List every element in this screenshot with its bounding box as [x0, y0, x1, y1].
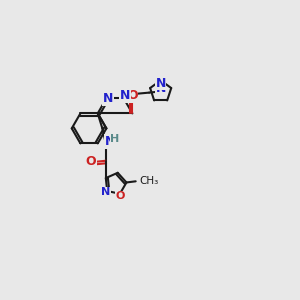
- Text: N: N: [105, 135, 115, 148]
- Text: N: N: [101, 187, 110, 197]
- Text: N: N: [103, 92, 113, 105]
- Text: O: O: [86, 155, 96, 168]
- Text: H: H: [110, 134, 120, 144]
- Text: N: N: [155, 76, 166, 90]
- Text: O: O: [127, 89, 138, 102]
- Text: O: O: [115, 191, 124, 201]
- Text: CH₃: CH₃: [139, 176, 158, 186]
- Text: N: N: [155, 82, 166, 95]
- Text: N: N: [120, 89, 130, 102]
